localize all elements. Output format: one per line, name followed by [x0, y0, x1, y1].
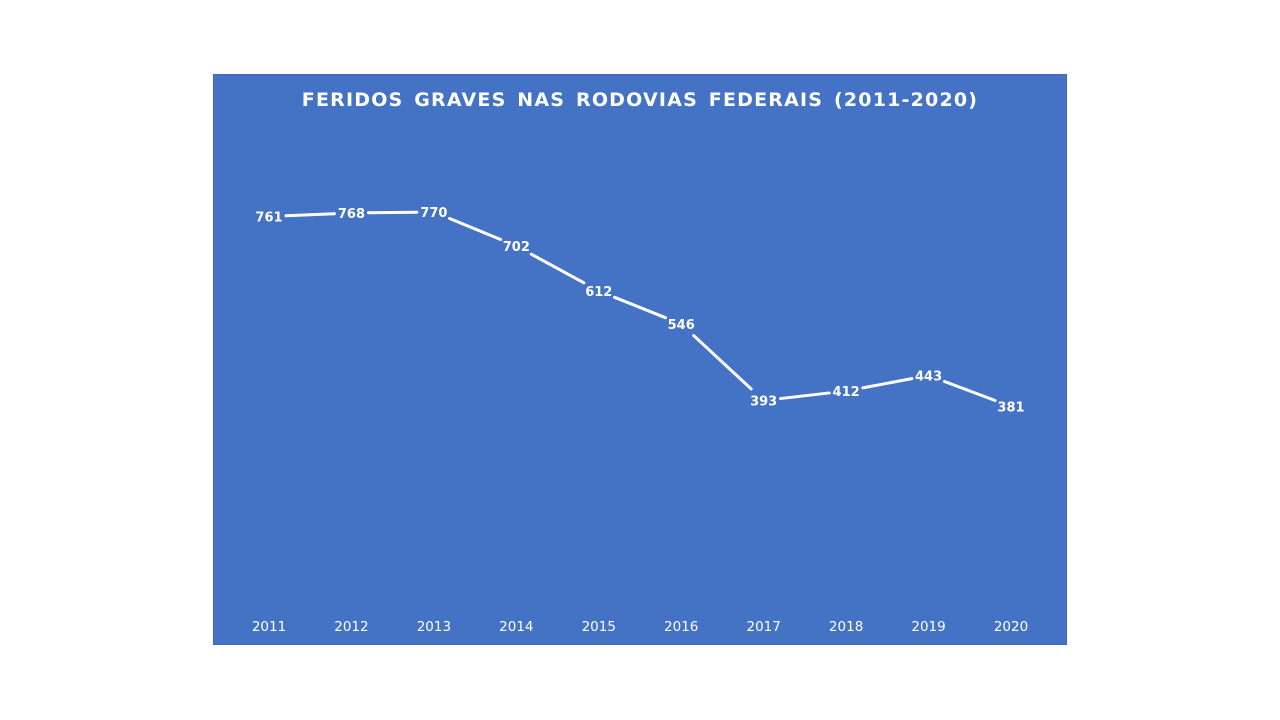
data-label-2020: 381	[997, 401, 1024, 416]
data-label-2017: 393	[750, 395, 777, 410]
data-label-2012: 768	[338, 207, 365, 222]
data-label-2011: 761	[255, 211, 282, 226]
line-segment-2015-2016	[613, 295, 667, 320]
line-segment-2018-2019	[861, 377, 914, 390]
x-tick-label-2012: 2012	[334, 619, 368, 635]
line-segment-2016-2017	[692, 334, 753, 391]
data-label-2014: 702	[503, 240, 530, 255]
line-segment-2013-2014	[448, 216, 503, 242]
chart-panel: FERIDOS GRAVES NAS RODOVIAS FEDERAIS (20…	[214, 75, 1066, 644]
line-segment-2012-2013	[366, 210, 419, 215]
x-axis: 2011 2012 2013 2014 2015 2016 2017 2018 2019 2020	[252, 619, 1028, 635]
x-tick-label-2014: 2014	[499, 619, 533, 635]
data-labels: 761 768 770 702 612 546 393 412 443 381	[255, 206, 1024, 416]
x-tick-label-2015: 2015	[582, 619, 616, 635]
line-segment-2014-2015	[529, 252, 586, 285]
chart-title: FERIDOS GRAVES NAS RODOVIAS FEDERAIS (20…	[301, 89, 979, 111]
line-segment-2011-2012	[284, 212, 336, 218]
x-tick-label-2016: 2016	[664, 619, 698, 635]
x-tick-label-2019: 2019	[911, 619, 945, 635]
line-segment-2019-2020	[942, 379, 997, 403]
data-label-2013: 770	[420, 206, 447, 221]
x-tick-label-2017: 2017	[746, 619, 780, 635]
data-label-2018: 412	[833, 385, 860, 400]
x-tick-label-2013: 2013	[417, 619, 451, 635]
x-tick-label-2011: 2011	[252, 619, 286, 635]
data-label-2016: 546	[668, 318, 695, 333]
series-line	[284, 210, 997, 403]
data-label-2019: 443	[915, 370, 942, 385]
data-label-2015: 612	[585, 285, 612, 300]
x-tick-label-2020: 2020	[994, 619, 1028, 635]
drop-lines	[268, 224, 1012, 597]
line-segment-2017-2018	[779, 391, 831, 401]
x-tick-label-2018: 2018	[829, 619, 863, 635]
